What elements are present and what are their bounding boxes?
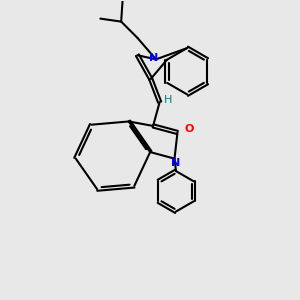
Text: N: N	[149, 52, 158, 63]
Text: O: O	[184, 124, 194, 134]
Text: N: N	[171, 158, 180, 168]
Text: H: H	[164, 95, 172, 105]
